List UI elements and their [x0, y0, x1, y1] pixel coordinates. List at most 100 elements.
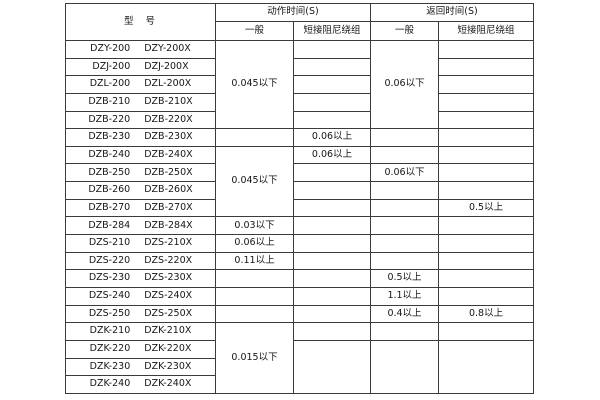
model-cell: DZB-210 DZB-210X	[65, 92, 216, 112]
return-short-empty-cell	[438, 92, 535, 112]
return-short-value-cell: 0.5以上	[438, 198, 535, 218]
model-cell: DZS-250 DZS-250X	[65, 304, 216, 324]
model-cell: DZK-220 DZK-220X	[65, 339, 216, 359]
action-general-value-cell: 0.045以下	[215, 39, 294, 130]
table-row: DZS-230 DZS-230X 0.5以上	[65, 269, 535, 288]
return-short-empty-cell	[438, 216, 535, 236]
action-general-empty-cell	[215, 269, 294, 288]
model-cell: DZK-230 DZK-230X	[65, 357, 216, 377]
return-general-empty-cell	[370, 251, 440, 271]
return-general-value-cell: 0.4以上	[370, 304, 440, 324]
model-cell: DZS-240 DZS-240X	[65, 286, 216, 306]
model-name-x: DZS-210X	[144, 237, 193, 249]
return-short-empty-cell	[438, 75, 535, 94]
model-cell: DZL-200 DZL-200X	[65, 75, 216, 94]
action-short-empty-cell	[292, 286, 372, 306]
action-short-empty-cell	[292, 251, 372, 271]
model-cell: DZS-210 DZS-210X	[65, 234, 216, 253]
model-name: DZY-200	[90, 43, 131, 55]
action-general-value-cell: 0.06以上	[215, 234, 294, 253]
table-row: DZS-220 DZS-220X 0.11以上	[65, 251, 535, 271]
model-cell: DZK-210 DZK-210X	[65, 322, 216, 341]
action-general-empty-cell	[215, 304, 294, 324]
table-row: DZS-240 DZS-240X 1.1以上	[65, 286, 535, 306]
model-name-x: DZK-220X	[144, 342, 192, 354]
relay-timing-spec-table: 型 号 动作时间(S) 返回时间(S) 一般 短接阻尼绕组 一般 短接阻尼绕组 …	[65, 3, 535, 395]
model-name-x: DZB-230X	[144, 131, 193, 143]
model-name: DZB-260	[88, 184, 131, 196]
action-general-empty-cell	[215, 128, 294, 147]
model-name: DZB-270	[88, 201, 131, 213]
action-short-empty-cell	[292, 269, 372, 288]
return-general-value-cell: 0.06以下	[370, 39, 440, 130]
table-row: DZB-230 DZB-230X 0.06以上	[65, 128, 535, 147]
model-name: DZJ-200	[92, 60, 131, 72]
action-general-value-cell: 0.03以下	[215, 216, 294, 236]
model-name-x: DZB-220X	[144, 113, 193, 125]
return-short-empty-cell	[438, 234, 535, 253]
model-name-x: DZJ-200X	[144, 60, 189, 72]
model-name-x: DZB-250X	[144, 166, 193, 178]
subheader-action-short-damping: 短接阻尼绕组	[292, 21, 372, 41]
action-short-empty-cell	[292, 234, 372, 253]
model-name-x: DZB-260X	[144, 184, 193, 196]
return-general-empty-cell	[370, 234, 440, 253]
model-name: DZS-210	[88, 237, 131, 249]
model-name-x: DZB-240X	[144, 148, 193, 160]
action-short-empty-cell	[292, 198, 372, 218]
model-name: DZB-240	[88, 148, 131, 160]
table-row: DZB-240 DZB-240X 0.045以下 0.06以上	[65, 145, 535, 218]
return-general-empty-cell	[370, 128, 440, 147]
column-header-action-time: 动作时间(S)	[214, 3, 372, 22]
model-cell: DZB-230 DZB-230X	[65, 128, 216, 147]
model-name-x: DZL-200X	[144, 78, 192, 90]
return-general-value-cell: 0.06以下	[370, 163, 440, 183]
table-row: DZB-260 DZB-260X	[65, 181, 535, 200]
model-cell: DZB-260 DZB-260X	[65, 181, 216, 200]
return-short-value-cell: 0.8以上	[438, 304, 535, 324]
return-short-empty-cell	[438, 286, 535, 306]
action-short-empty-cell	[292, 181, 372, 200]
table-row: DZJ-200 DZJ-200X	[65, 57, 535, 77]
model-name: DZK-210	[89, 325, 131, 337]
return-general-empty-cell	[370, 339, 440, 395]
return-short-empty-cell	[438, 339, 535, 395]
return-short-empty-cell	[438, 181, 535, 200]
model-name-x: DZY-200X	[144, 43, 191, 55]
return-short-empty-cell	[438, 269, 535, 288]
table-row: DZB-250 DZB-250X 0.06以下	[65, 163, 535, 183]
model-cell: DZB-250 DZB-250X	[65, 163, 216, 183]
return-short-empty-cell	[438, 145, 535, 165]
model-cell: DZB-220 DZB-220X	[65, 110, 216, 130]
action-short-empty-cell	[292, 163, 372, 183]
model-name: DZB-230	[88, 131, 131, 143]
table-row: DZB-220 DZB-220X	[65, 110, 535, 130]
model-name: DZS-240	[88, 290, 131, 302]
action-general-value-cell: 0.045以下	[215, 145, 294, 218]
model-name-x: DZB-210X	[144, 96, 193, 108]
model-name-x: DZB-284X	[144, 219, 193, 231]
return-short-empty-cell	[438, 251, 535, 271]
model-cell: DZY-200 DZY-200X	[65, 40, 216, 59]
column-header-model: 型 号	[65, 3, 216, 41]
action-short-empty-cell	[292, 75, 372, 94]
action-short-empty-cell	[292, 57, 372, 77]
model-name: DZB-250	[88, 166, 131, 178]
model-name-x: DZS-240X	[144, 290, 193, 302]
table-row: DZB-210 DZB-210X	[65, 92, 535, 112]
model-name-x: DZS-230X	[144, 272, 193, 284]
subheader-action-general: 一般	[215, 21, 294, 41]
subheader-return-short-damping: 短接阻尼绕组	[438, 21, 535, 41]
action-short-empty-cell	[292, 322, 372, 341]
model-name: DZS-220	[88, 254, 131, 266]
action-short-empty-cell	[292, 92, 372, 112]
return-general-value-cell: 1.1以上	[370, 286, 440, 306]
model-cell: DZS-220 DZS-220X	[65, 251, 216, 271]
model-name-x: DZK-210X	[144, 325, 192, 337]
return-general-empty-cell	[370, 322, 440, 341]
return-general-empty-cell	[370, 145, 440, 165]
model-cell: DZK-240 DZK-240X	[65, 375, 216, 394]
action-short-value-cell: 0.06以上	[292, 128, 372, 147]
table-row: DZK-210 DZK-210X 0.015以下	[65, 322, 535, 394]
